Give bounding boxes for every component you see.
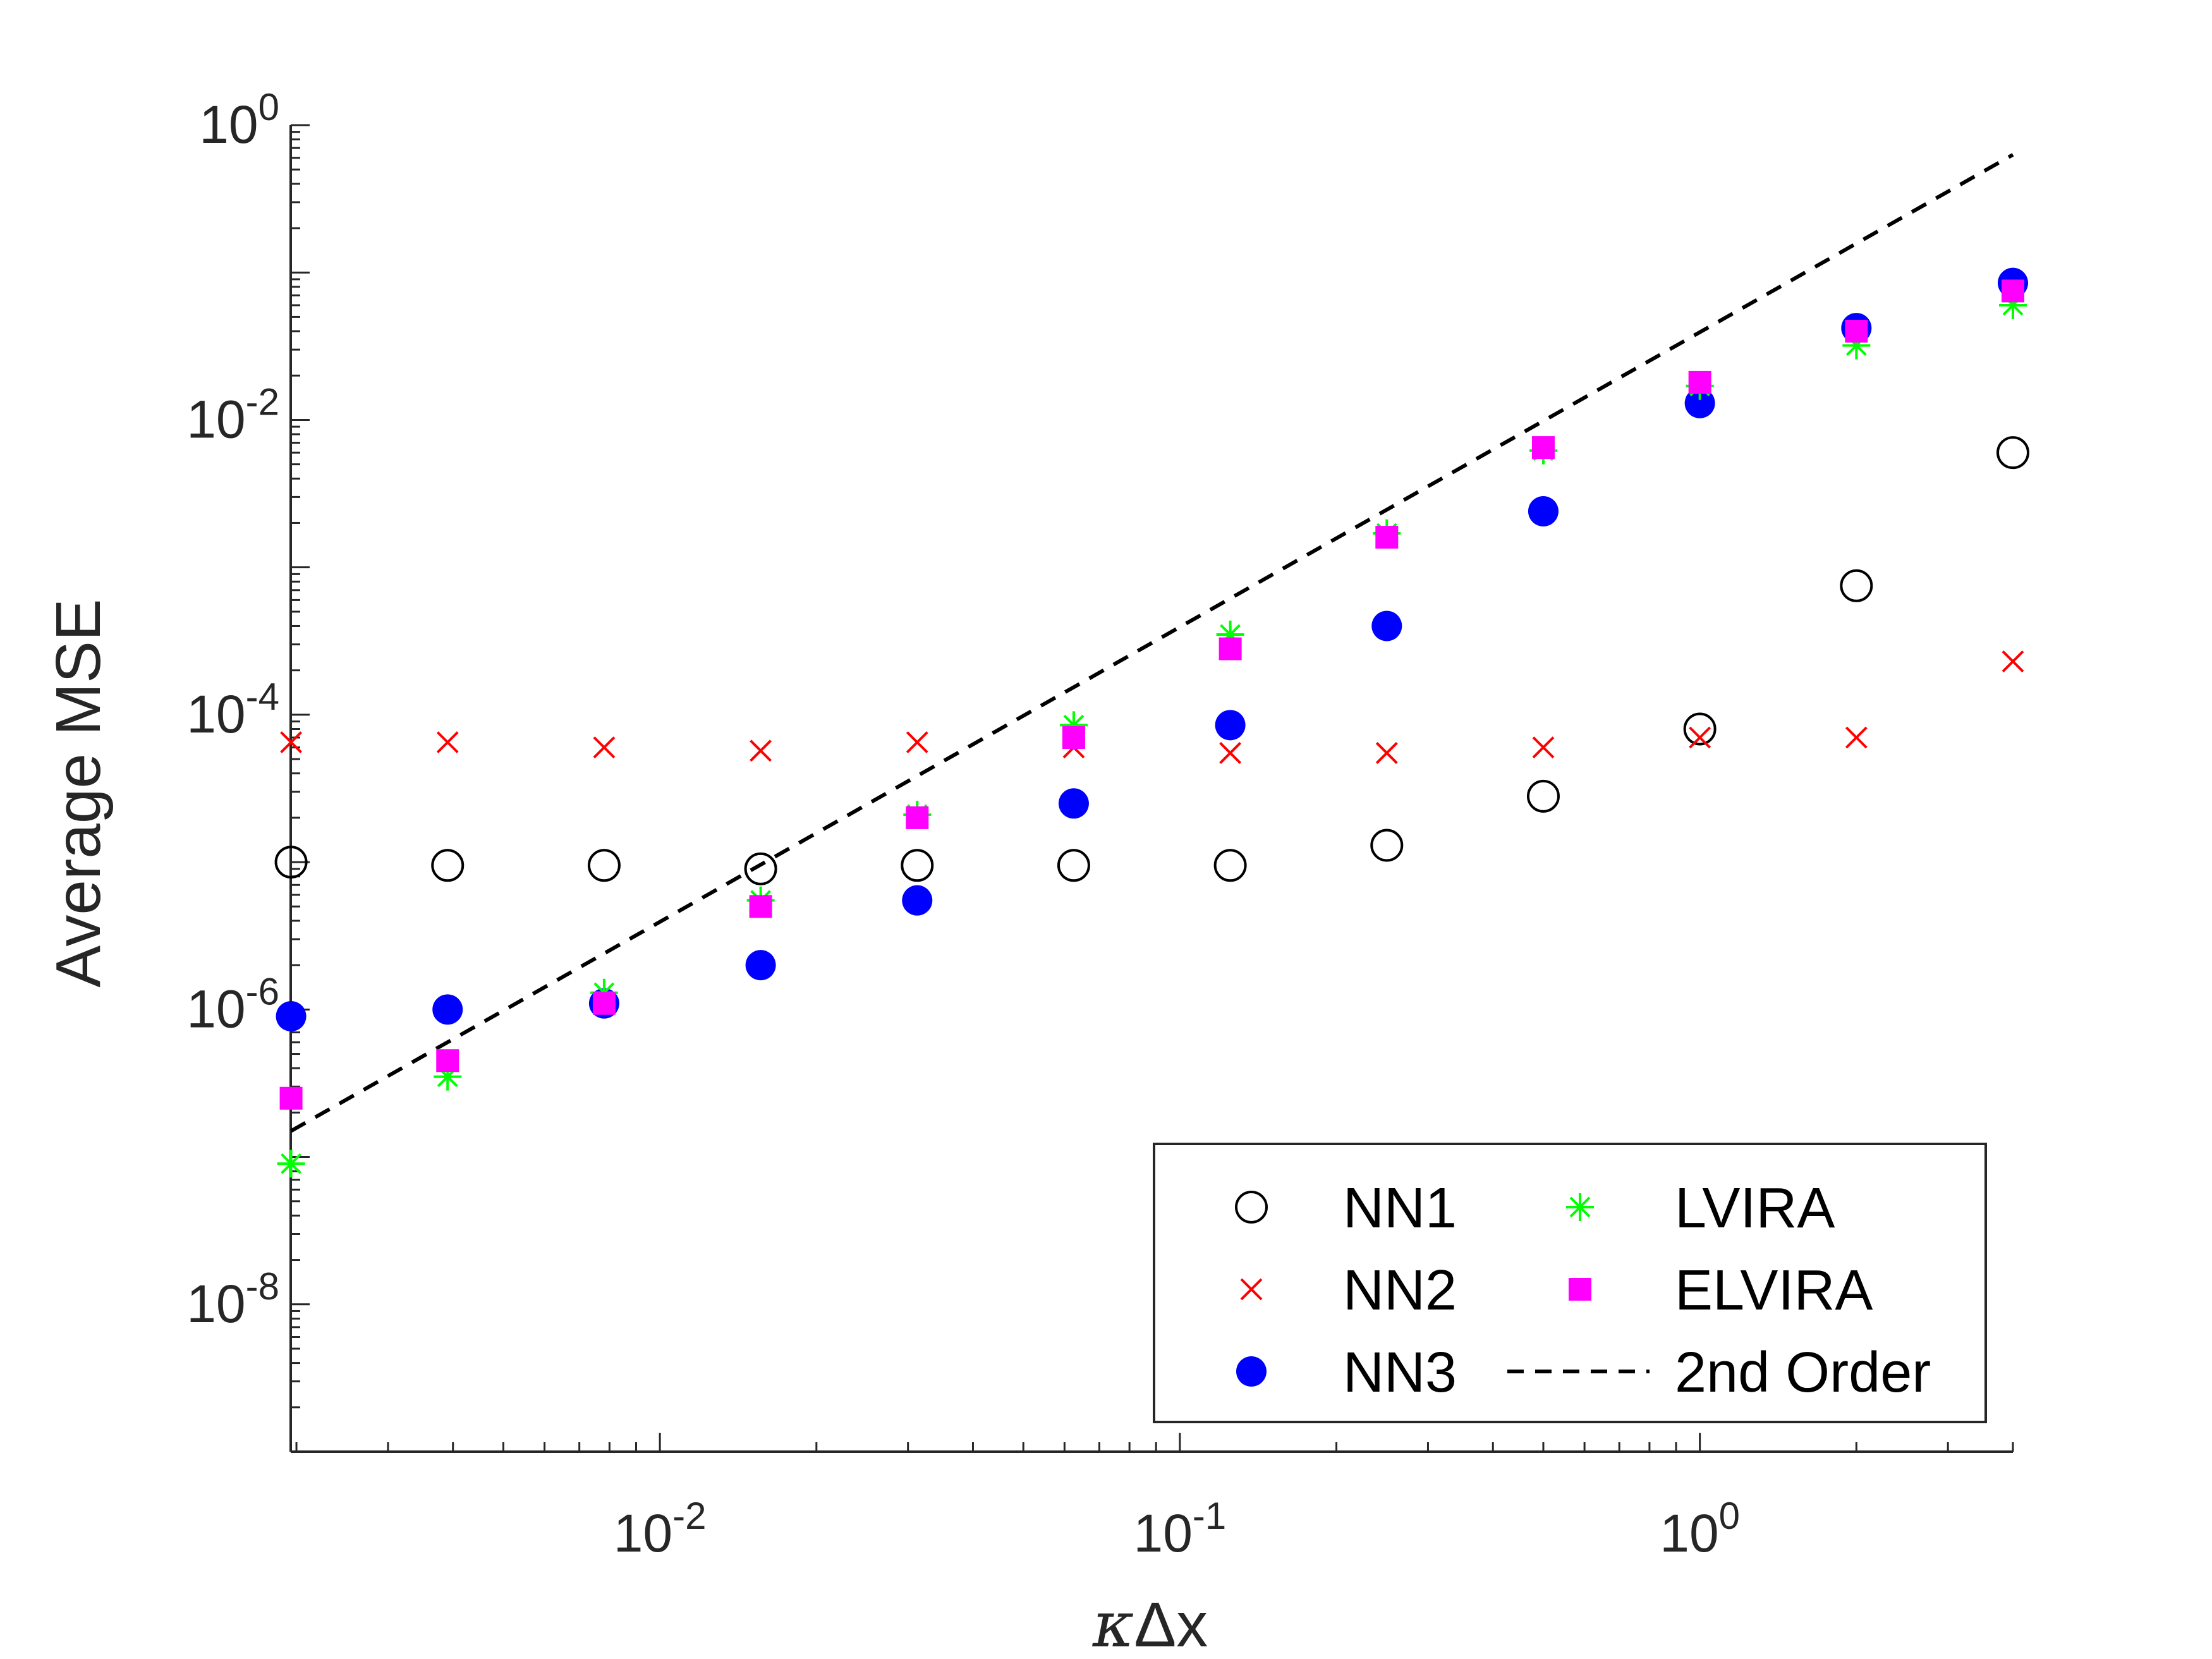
y-tick-label: 10-2 — [186, 380, 279, 449]
legend-symbol-nn2 — [1240, 1278, 1263, 1301]
reference-line-2nd-order — [290, 153, 2014, 1133]
point-nn3 — [745, 950, 776, 981]
point-nn3 — [902, 885, 933, 916]
point-nn2 — [593, 736, 616, 759]
point-nn3 — [276, 1001, 307, 1032]
y-tick-label: 10-4 — [186, 676, 279, 744]
legend-symbol-elvira — [1569, 1278, 1591, 1301]
legend-entry-nn2: NN2 — [1240, 1259, 1457, 1322]
point-nn1 — [1057, 849, 1090, 882]
x-axis-title: κΔx — [1092, 1588, 1208, 1659]
point-nn3 — [432, 994, 463, 1025]
point-nn2 — [750, 739, 772, 762]
legend-label: LVIRA — [1675, 1177, 1835, 1240]
point-nn1 — [1370, 829, 1404, 862]
point-elvira — [1375, 526, 1399, 549]
point-nn3 — [1215, 710, 1246, 741]
point-elvira — [1688, 370, 1711, 394]
point-elvira — [1845, 320, 1868, 343]
series-nn2 — [280, 650, 2024, 764]
axis-titles: Average MSE κΔx — [43, 599, 1208, 1659]
point-elvira — [749, 895, 772, 918]
reference-line-layer — [290, 153, 2014, 1133]
point-lvira — [277, 1150, 305, 1178]
point-elvira — [906, 806, 929, 829]
x-tick-label: 10-2 — [614, 1495, 707, 1563]
legend-label: NN1 — [1343, 1177, 1457, 1240]
point-nn3 — [1371, 611, 1402, 641]
y-tick-label: 10-8 — [186, 1265, 279, 1334]
legend-entry-nn3: NN3 — [1236, 1341, 1457, 1404]
legend-label: ELVIRA — [1675, 1259, 1873, 1322]
point-nn1 — [431, 849, 465, 882]
point-nn3 — [1684, 387, 1715, 418]
legend-symbol-nn3 — [1236, 1356, 1267, 1387]
legend-label: 2nd Order — [1675, 1341, 1931, 1404]
point-nn3 — [1058, 788, 1089, 819]
point-nn1 — [1840, 569, 1873, 602]
legend-label: NN3 — [1343, 1341, 1457, 1404]
legend: NN1 LVIRA NN2 ELVIRA NN3 2nd Order — [1153, 1143, 1987, 1423]
point-elvira — [1062, 726, 1085, 750]
legend-entry-lvira: LVIRA — [1566, 1177, 1835, 1240]
point-nn1 — [901, 849, 934, 882]
point-nn2 — [280, 731, 302, 753]
point-nn1 — [1213, 849, 1247, 882]
legend-entry-nn1: NN1 — [1235, 1177, 1457, 1240]
point-nn2 — [2002, 650, 2024, 672]
legend-entry-elvira: ELVIRA — [1569, 1259, 1873, 1322]
point-nn1 — [1996, 436, 2029, 470]
point-nn1 — [744, 852, 777, 885]
point-nn2 — [1532, 736, 1555, 759]
point-nn2 — [1689, 726, 1711, 749]
point-elvira — [279, 1086, 303, 1110]
x-axis-title-delta-x: Δx — [1134, 1589, 1208, 1659]
series-elvira — [279, 279, 2024, 1110]
y-axis-title: Average MSE — [43, 599, 114, 987]
point-elvira — [436, 1049, 459, 1073]
point-nn1 — [274, 846, 308, 879]
series-nn1 — [274, 436, 2029, 885]
point-nn2 — [906, 731, 928, 753]
legend-symbol-nn1 — [1235, 1191, 1268, 1224]
y-tick-label: 10-6 — [186, 970, 279, 1038]
legend-entry-2nd-order: 2nd Order — [1507, 1341, 1931, 1404]
point-nn1 — [1683, 712, 1717, 746]
point-nn2 — [436, 731, 459, 753]
legend-label: NN2 — [1343, 1259, 1457, 1322]
x-tick-label: 100 — [1660, 1495, 1740, 1563]
data-markers — [274, 267, 2029, 1178]
x-axis-title-kappa: κ — [1092, 1588, 1134, 1659]
point-nn1 — [1526, 779, 1560, 813]
point-elvira — [1531, 436, 1555, 459]
point-elvira — [1218, 637, 1242, 660]
legend-symbol-lvira — [1566, 1193, 1594, 1221]
point-nn1 — [587, 849, 621, 882]
point-nn2 — [1219, 742, 1242, 764]
point-elvira — [592, 992, 616, 1015]
y-tick-label: 100 — [199, 86, 279, 154]
axes: 10-8 10-6 10-4 10-2 100 10-2 10-1 100 — [186, 86, 2014, 1563]
point-nn3 — [1528, 495, 1559, 526]
point-nn2 — [1375, 742, 1398, 764]
point-nn2 — [1845, 726, 1868, 749]
x-tick-label: 10-1 — [1133, 1495, 1226, 1563]
point-elvira — [2002, 279, 2024, 303]
